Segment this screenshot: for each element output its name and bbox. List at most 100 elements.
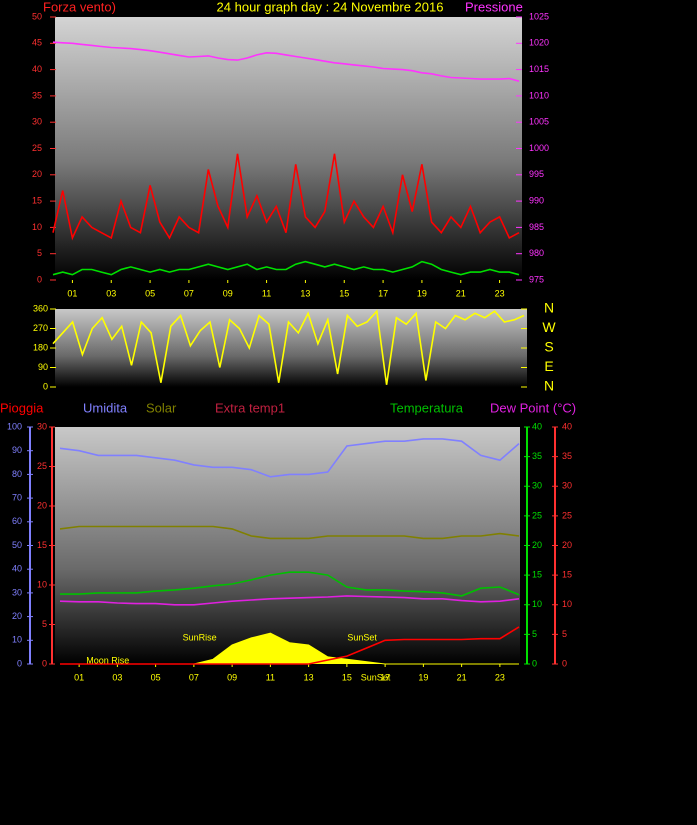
line (52, 260, 520, 276)
y-tick-label: 0 (562, 658, 567, 668)
y-tick-label: 15 (37, 540, 47, 550)
y-tick-label: 0 (43, 381, 48, 391)
x-tick-label: 15 (342, 672, 352, 682)
annotation: SunSet (361, 672, 391, 682)
y-tick-label: 0 (17, 658, 22, 668)
y-tick-label: 980 (529, 248, 544, 258)
y-tick-label: 180 (33, 342, 48, 352)
y-tick-label: N (544, 378, 554, 394)
y-tick-label: 0 (42, 658, 47, 668)
y-tick-label: 1005 (529, 117, 549, 127)
y-tick-label: 5 (532, 629, 537, 639)
annotation: SunSet (347, 632, 377, 642)
x-tick-label: 21 (456, 288, 466, 298)
x-tick-label: 19 (418, 672, 428, 682)
y-tick-label: 5 (42, 619, 47, 629)
y-tick-label: 20 (532, 540, 542, 550)
y-tick-label: 985 (529, 222, 544, 232)
legend-label: Temperatura (390, 400, 464, 415)
line (59, 438, 520, 478)
chart-title: 24 hour graph day : 24 Novembre 2016 (217, 0, 444, 14)
y-tick-label: 360 (33, 303, 48, 313)
y-tick-label: 20 (12, 611, 22, 621)
line (60, 626, 520, 665)
x-tick-label: 23 (495, 288, 505, 298)
y2-axis-label: Pressione (465, 0, 523, 14)
x-tick-label: 19 (417, 288, 427, 298)
y-tick-label: 40 (12, 564, 22, 574)
x-tick-label: 13 (300, 288, 310, 298)
x-tick-label: 03 (112, 672, 122, 682)
y-tick-label: 10 (32, 222, 42, 232)
plot-background (55, 17, 522, 280)
y-tick-label: 70 (12, 492, 22, 502)
y-tick-label: 10 (12, 635, 22, 645)
x-tick-label: 17 (380, 672, 390, 682)
y-tick-label: 40 (562, 421, 572, 431)
y-tick-label: 15 (562, 570, 572, 580)
y-tick-label: 25 (532, 510, 542, 520)
y-tick-label: 35 (562, 451, 572, 461)
x-tick-label: 11 (266, 672, 275, 682)
y-tick-label: 20 (37, 500, 47, 510)
y-tick-label: 30 (32, 117, 42, 127)
y-tick-label: 0 (532, 658, 537, 668)
y-tick-label: S (544, 339, 553, 355)
y-tick-label: 1010 (529, 90, 549, 100)
y-tick-label: 10 (37, 579, 47, 589)
y-tick-label: N (544, 300, 554, 316)
x-tick-label: 23 (495, 672, 505, 682)
y-tick-label: W (542, 319, 556, 335)
y-tick-label: 15 (32, 195, 42, 205)
x-tick-label: 11 (262, 288, 271, 298)
y-axis-label: Forza vento) (43, 0, 116, 14)
y-tick-label: 40 (532, 421, 542, 431)
legend-label: Extra temp1 (215, 400, 285, 415)
x-tick-label: 21 (457, 672, 467, 682)
x-tick-label: 07 (189, 672, 199, 682)
y-tick-label: 50 (12, 540, 22, 550)
y-tick-label: 5 (37, 248, 42, 258)
legend-label: Pioggia (0, 400, 44, 415)
plot-background (55, 427, 520, 664)
y-tick-label: 25 (37, 461, 47, 471)
y-tick-label: 990 (529, 195, 544, 205)
y-tick-label: 80 (12, 469, 22, 479)
x-tick-label: 09 (223, 288, 233, 298)
y-tick-label: 5 (562, 629, 567, 639)
y-tick-label: E (544, 358, 553, 374)
annotation: Moon Rise (86, 655, 129, 665)
y-tick-label: 1000 (529, 143, 549, 153)
y-tick-label: 1020 (529, 38, 549, 48)
x-tick-label: 07 (184, 288, 194, 298)
y-tick-label: 0 (37, 274, 42, 284)
legend-label: Solar (146, 400, 177, 415)
y-tick-label: 45 (32, 38, 42, 48)
y-tick-label: 30 (532, 481, 542, 491)
legend-label: Umidita (83, 400, 128, 415)
y-tick-label: 25 (562, 510, 572, 520)
line (52, 41, 520, 82)
x-tick-label: 03 (106, 288, 116, 298)
x-tick-label: 17 (378, 288, 388, 298)
y-tick-label: 90 (12, 445, 22, 455)
y-tick-label: 15 (532, 570, 542, 580)
legend-label: Dew Point (°C) (490, 400, 576, 415)
y-tick-label: 50 (32, 11, 42, 21)
y-tick-label: 20 (562, 540, 572, 550)
y-tick-label: 90 (38, 362, 48, 372)
line (60, 571, 520, 597)
x-tick-label: 09 (227, 672, 237, 682)
y-tick-label: 35 (532, 451, 542, 461)
y-tick-label: 995 (529, 169, 544, 179)
y-tick-label: 30 (37, 421, 47, 431)
x-tick-label: 05 (151, 672, 161, 682)
y-tick-label: 40 (32, 64, 42, 74)
line (52, 309, 525, 385)
y-tick-label: 270 (33, 323, 48, 333)
y-tick-label: 30 (562, 481, 572, 491)
y-tick-label: 975 (529, 274, 544, 284)
x-tick-label: 05 (145, 288, 155, 298)
